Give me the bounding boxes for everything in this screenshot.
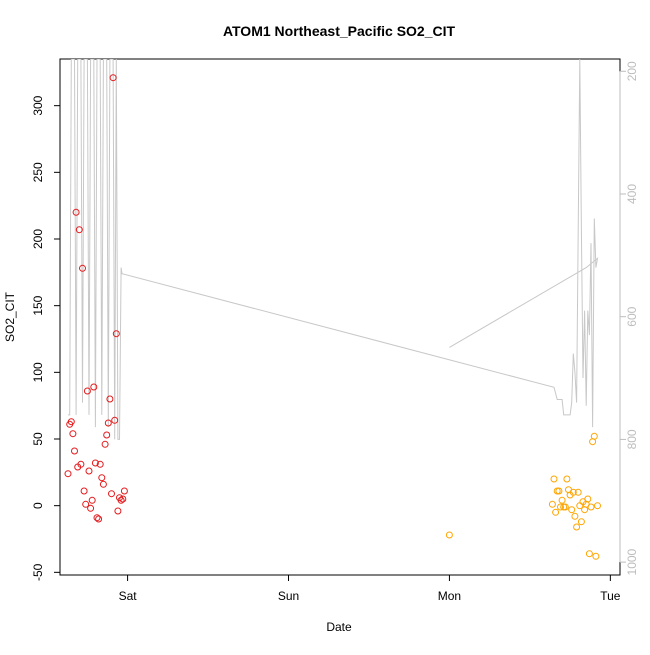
plot-area [64, 59, 601, 560]
data-point [82, 500, 90, 508]
data-point [550, 475, 558, 483]
data-point [88, 496, 96, 504]
x-axis: Sat Sun Mon Tue [119, 574, 621, 603]
data-point [592, 552, 600, 560]
data-point [64, 470, 72, 478]
data-point [69, 430, 77, 438]
data-point [569, 488, 577, 496]
data-point [594, 502, 601, 510]
data-point [561, 503, 569, 511]
right-y-tick-label: 600 [625, 306, 639, 326]
data-point [72, 208, 80, 216]
data-point [106, 395, 114, 403]
x-tick-label: Tue [600, 589, 621, 603]
data-point [568, 506, 576, 514]
data-point [571, 512, 579, 520]
data-point [79, 264, 86, 272]
y-tick-label: 50 [31, 432, 45, 446]
data-point [99, 480, 107, 488]
data-point [119, 495, 127, 503]
data-point [552, 508, 560, 516]
y-axis-label: SO2_CIT [3, 291, 17, 342]
data-point [555, 487, 563, 495]
y-tick-label: 150 [31, 295, 45, 315]
x-tick-label: Sun [278, 589, 299, 603]
data-point [112, 330, 120, 338]
data-point [87, 504, 95, 512]
data-point [108, 490, 115, 498]
data-point [98, 474, 106, 482]
y-tick-label: 0 [31, 502, 45, 509]
y-tick-label: 200 [31, 229, 45, 249]
data-point [111, 416, 119, 424]
data-point [573, 523, 581, 531]
data-point [548, 500, 556, 508]
data-point [80, 487, 88, 495]
y-tick-label: 250 [31, 162, 45, 182]
x-axis-label: Date [326, 620, 352, 634]
y-axis: -50 0 50 100 150 200 250 300 [31, 95, 61, 581]
y-tick-label: -50 [31, 563, 45, 581]
x-tick-label: Sat [119, 589, 138, 603]
data-point [103, 431, 111, 439]
y-tick-label: 300 [31, 95, 45, 115]
data-point [71, 447, 78, 455]
data-point [77, 460, 85, 468]
altitude-line [68, 59, 599, 440]
data-point [93, 514, 101, 522]
data-point [109, 74, 117, 82]
data-point [120, 487, 128, 495]
data-point [584, 495, 592, 503]
data-point [445, 531, 453, 539]
data-point [590, 432, 598, 440]
data-point [75, 226, 83, 234]
data-point [563, 475, 571, 483]
data-point [104, 419, 112, 427]
plot-frame [59, 58, 621, 576]
right-y-tick-label: 800 [625, 429, 639, 449]
right-y-tick-label: 200 [625, 61, 639, 81]
data-point [577, 518, 585, 526]
right-y-axis: 200 400 600 800 1000 [619, 61, 639, 575]
data-point [117, 496, 125, 504]
right-y-tick-label: 400 [625, 184, 639, 204]
data-point [557, 503, 564, 511]
data-point [574, 488, 582, 496]
data-point [90, 383, 98, 391]
data-point [101, 440, 109, 448]
data-point [585, 550, 593, 558]
data-point [83, 387, 91, 395]
y-tick-label: 100 [31, 362, 45, 382]
data-point [91, 459, 99, 467]
data-point [67, 418, 75, 426]
chart-title: ATOM1 Northeast_Pacific SO2_CIT [223, 23, 456, 39]
x-tick-label: Mon [438, 589, 461, 603]
data-point [558, 496, 566, 504]
right-y-tick-label: 1000 [625, 548, 639, 575]
data-point [85, 467, 93, 475]
data-point [96, 460, 104, 468]
data-point [587, 503, 595, 511]
data-point [114, 507, 122, 515]
data-point [95, 515, 103, 523]
